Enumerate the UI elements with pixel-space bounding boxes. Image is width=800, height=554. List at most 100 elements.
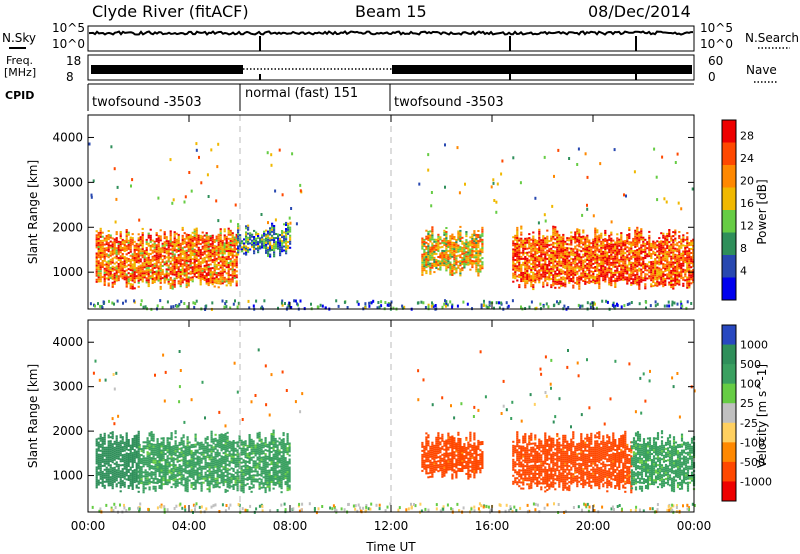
echo-cell <box>625 194 627 198</box>
echo-cell <box>588 279 591 282</box>
echo-cell <box>664 239 667 242</box>
echo-cell <box>137 464 140 467</box>
echo-cell <box>137 239 140 242</box>
echo-cell <box>520 227 523 230</box>
echo-cell <box>518 286 521 289</box>
echo-cell <box>143 256 146 259</box>
echo-cell <box>123 481 126 484</box>
echo-cell <box>143 258 146 261</box>
echo-cell <box>217 280 220 283</box>
echo-cell <box>425 245 428 248</box>
echo-cell <box>632 266 635 269</box>
echo-cell <box>574 269 577 272</box>
echo-cell <box>518 259 521 262</box>
echo-cell <box>449 245 452 248</box>
echo-cell <box>650 261 653 264</box>
echo-cell <box>608 249 611 251</box>
echo-cell <box>175 259 178 261</box>
echo-cell <box>233 262 236 265</box>
echo-cell <box>217 241 220 244</box>
echo-cell <box>114 220 117 224</box>
echo-cell <box>281 236 284 239</box>
echo-cell <box>195 272 198 274</box>
echo-cell <box>213 271 216 274</box>
echo-cell <box>267 221 269 225</box>
echo-cell <box>277 233 280 236</box>
echo-cell <box>171 241 174 244</box>
echo-cell <box>572 266 575 269</box>
echo-cell <box>690 262 693 265</box>
echo-cell <box>239 242 242 245</box>
echo-cell <box>289 240 292 243</box>
echo-cell <box>173 237 176 240</box>
echo-cell <box>137 275 140 278</box>
echo-cell <box>163 231 166 234</box>
echo-cell <box>201 245 204 248</box>
echo-cell <box>133 459 136 462</box>
echo-cell <box>598 264 601 267</box>
noise-right-tick-top: 10^5 <box>700 21 733 35</box>
echo-cell <box>526 278 529 280</box>
echo-cell <box>676 272 679 275</box>
echo-cell <box>554 232 557 235</box>
echo-cell <box>245 241 248 244</box>
echo-cell <box>447 244 450 246</box>
echo-cell <box>433 238 436 241</box>
echo-cell <box>247 299 250 303</box>
echo-cell <box>99 437 102 440</box>
echo-cell <box>524 274 527 277</box>
echo-cell <box>335 299 338 303</box>
echo-cell <box>103 273 106 276</box>
echo-cell <box>183 200 186 204</box>
echo-cell <box>107 272 110 275</box>
echo-cell <box>528 279 531 282</box>
echo-cell <box>638 281 641 284</box>
echo-cell <box>185 243 188 246</box>
echo-cell <box>598 277 601 279</box>
echo-cell <box>155 266 158 269</box>
echo-cell <box>552 268 555 271</box>
echo-cell <box>636 257 639 260</box>
echo-cell <box>628 267 631 270</box>
echo-cell <box>101 460 104 463</box>
echo-cell <box>668 265 671 268</box>
echo-cell <box>188 171 191 174</box>
echo-cell <box>579 304 582 308</box>
echo-cell <box>167 254 170 257</box>
echo-cell <box>638 255 641 258</box>
echo-cell <box>287 247 290 250</box>
echo-cell <box>109 268 112 271</box>
echo-cell <box>115 267 118 270</box>
echo-cell <box>289 236 292 239</box>
echo-cell <box>185 280 188 282</box>
colorbar-block <box>722 142 736 166</box>
echo-cell <box>576 254 579 257</box>
echo-cell <box>117 265 120 268</box>
echo-cell <box>528 277 531 280</box>
echo-cell <box>574 267 577 270</box>
echo-cell <box>125 436 128 439</box>
echo-cell <box>267 254 270 257</box>
echo-cell <box>534 240 537 243</box>
echo-cell <box>121 464 124 467</box>
echo-cell <box>636 228 639 231</box>
echo-cell <box>159 251 162 254</box>
echo-cell <box>658 257 661 260</box>
echo-cell <box>205 260 208 263</box>
echo-cell <box>592 214 595 218</box>
echo-cell <box>129 482 132 485</box>
echo-cell <box>131 263 134 266</box>
echo-cell <box>678 263 681 266</box>
echo-cell <box>117 275 120 278</box>
echo-cell <box>125 231 128 233</box>
echo-cell <box>483 299 485 303</box>
echo-cell <box>656 280 659 283</box>
echo-cell <box>455 249 458 252</box>
echo-cell <box>427 168 430 172</box>
echo-cell <box>552 231 555 234</box>
echo-cell <box>636 234 639 237</box>
echo-cell <box>520 272 523 274</box>
echo-cell <box>193 258 196 261</box>
echo-cell <box>552 245 555 248</box>
echo-cell <box>644 263 647 265</box>
